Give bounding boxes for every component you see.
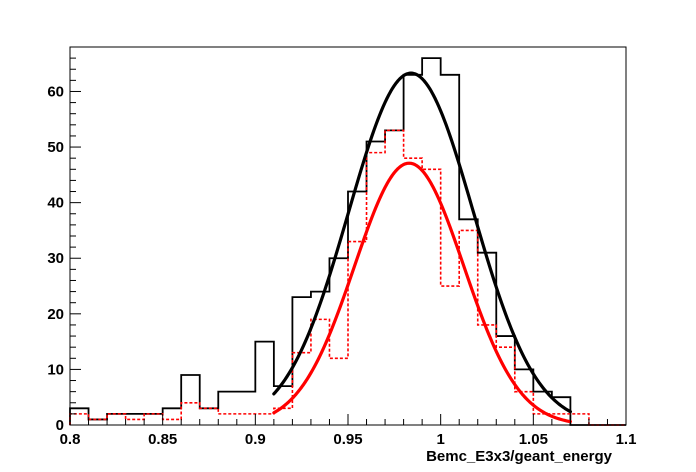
- y-tick-label: 0: [56, 417, 64, 434]
- x-tick-label: 0.9: [245, 431, 266, 448]
- axes: 0.8 0.85 0.9 0.95 1 1.05 1.1 0 10 20 30 40 50 60: [47, 46, 637, 448]
- x-tick-label: 1: [436, 431, 444, 448]
- y-tick-label: 10: [47, 361, 64, 378]
- x-tick-label: 1.1: [616, 431, 637, 448]
- gaussian-fit-curve-2: [272, 161, 572, 424]
- plot-area: [69, 57, 626, 426]
- x-tick-label: 0.85: [148, 431, 177, 448]
- x-tick-label: 0.8: [60, 431, 81, 448]
- x-axis-title: Bemc_E3x3/geant_energy: [426, 448, 613, 465]
- y-tick-label: 30: [47, 250, 64, 267]
- x-tick-label: 1.05: [519, 431, 548, 448]
- y-tick-label: 50: [47, 139, 64, 156]
- gaussian-fit-curve-1: [272, 71, 572, 414]
- histogram-series-2-dashed: [69, 129, 626, 426]
- y-tick-label: 40: [47, 195, 64, 212]
- x-tick-label: 0.95: [333, 431, 362, 448]
- y-tick-label: 60: [47, 83, 64, 100]
- y-tick-label: 20: [47, 306, 64, 323]
